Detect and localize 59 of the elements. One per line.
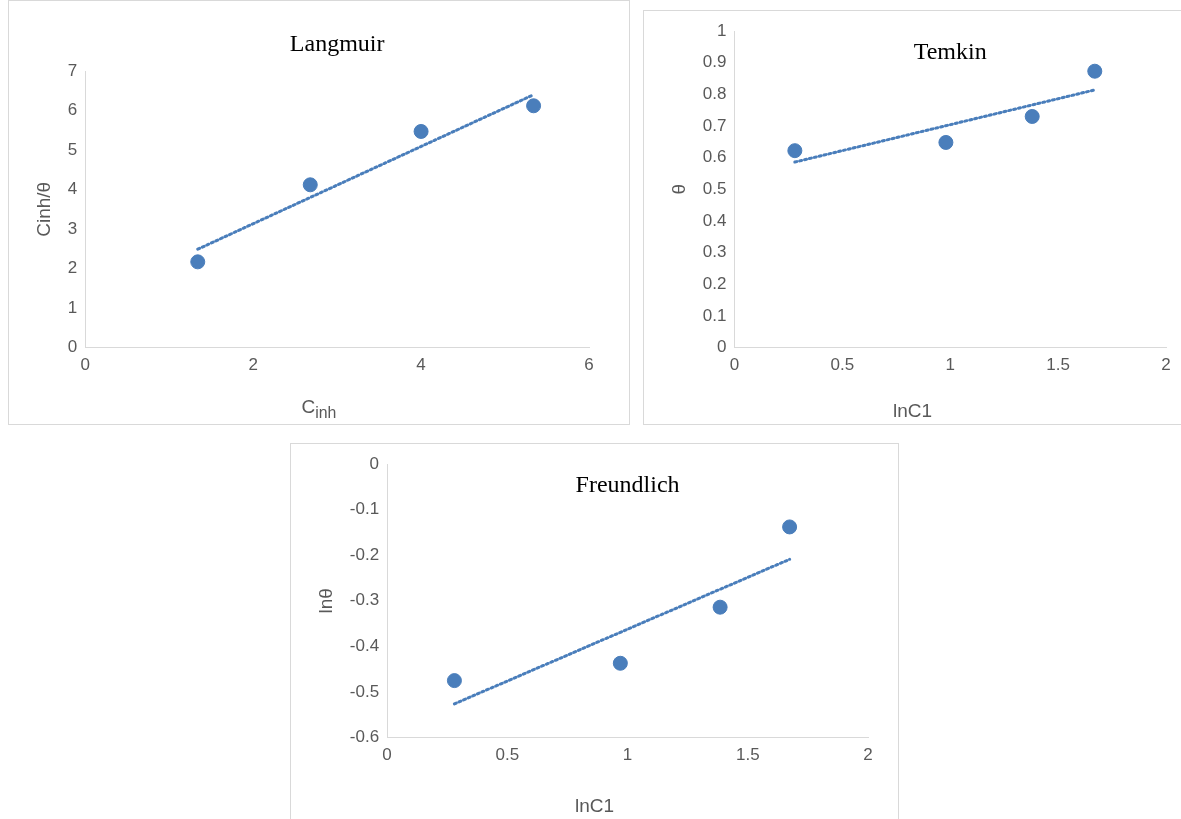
chart-title: Freundlich: [575, 471, 680, 498]
y-tick-label: 1: [716, 20, 727, 40]
y-tick-label: -0.2: [349, 544, 380, 564]
y-tick-label: 0.2: [702, 273, 727, 293]
y-tick-label: 0.5: [702, 178, 727, 198]
y-tick-label: 6: [67, 100, 78, 120]
x-axis-title: C$_{inh}$: [300, 396, 338, 422]
x-tick-label: 1.5: [735, 745, 760, 765]
x-tick-label: 4: [416, 355, 426, 375]
x-tick-label: 0.5: [830, 355, 855, 375]
point: [190, 254, 206, 270]
y-tick-label: 0.4: [702, 210, 727, 230]
x-tick-label: 6: [584, 355, 594, 375]
x-tick-label: 2: [863, 745, 873, 765]
y-tick-label: 5: [67, 139, 78, 159]
x-tick-label: 0: [729, 355, 740, 375]
y-tick-label: 2: [67, 258, 78, 278]
y-axis-title: θ: [667, 184, 689, 195]
point: [446, 673, 462, 689]
y-tick-label: 3: [67, 218, 78, 238]
chart-title: Langmuir: [289, 30, 385, 57]
y-tick-label: -0.3: [349, 590, 380, 610]
x-tick-label: 1: [945, 355, 955, 375]
point: [712, 599, 728, 615]
x-tick-label: 1.5: [1046, 355, 1070, 375]
point: [787, 143, 803, 159]
y-tick-label: 4: [67, 179, 78, 199]
y-axis-title: lnθ: [314, 588, 336, 614]
y-tick-label: -0.5: [349, 681, 380, 701]
point: [782, 519, 798, 535]
y-tick-label: -0.1: [349, 499, 380, 519]
y-tick-label: 0: [369, 453, 380, 473]
point: [938, 134, 954, 150]
point: [526, 98, 542, 114]
point: [612, 655, 628, 671]
y-tick-label: 0.7: [702, 115, 727, 135]
x-tick-label: 1: [622, 745, 633, 765]
y-tick-label: 0: [67, 337, 78, 357]
y-tick-label: -0.6: [349, 727, 380, 747]
y-tick-label: -0.4: [349, 636, 380, 656]
x-tick-label: 0.5: [495, 745, 520, 765]
y-tick-label: 0.8: [702, 84, 727, 104]
y-tick-label: 0: [716, 337, 727, 357]
x-tick-label: 2: [1161, 355, 1171, 375]
y-tick-label: 7: [67, 60, 78, 80]
y-tick-label: 0.1: [702, 305, 727, 325]
y-tick-label: 0.3: [702, 242, 727, 262]
y-tick-label: 0.6: [702, 147, 727, 167]
y-tick-label: 0.9: [702, 52, 727, 72]
x-axis-title: lnC1: [573, 795, 616, 817]
chart-title: Temkin: [913, 38, 987, 65]
point: [1024, 108, 1040, 124]
y-axis-title: Cinh/θ: [32, 181, 54, 237]
x-tick-label: 2: [248, 355, 258, 375]
point: [302, 177, 318, 193]
point: [1087, 63, 1103, 79]
x-axis-title: lnC1: [891, 400, 934, 422]
point: [413, 123, 429, 139]
y-tick-label: 1: [67, 297, 78, 317]
